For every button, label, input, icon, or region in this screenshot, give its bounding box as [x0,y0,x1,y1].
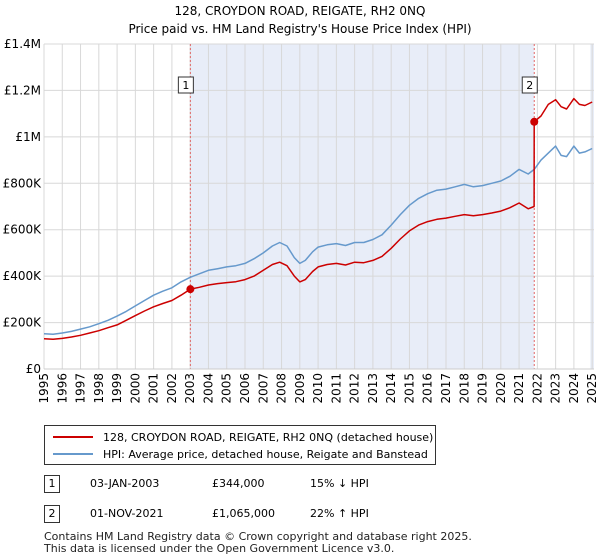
sale-label-number: 2 [526,79,533,92]
x-tick-label: 2021 [512,373,526,404]
x-tick-label: 2004 [201,373,215,404]
sale-price: £344,000 [212,477,265,490]
legend-item-property: 128, CROYDON ROAD, REIGATE, RH2 0NQ (det… [53,429,433,445]
legend-item-hpi: HPI: Average price, detached house, Reig… [53,446,428,462]
shaded-period [190,44,535,369]
x-tick-label: 2013 [366,373,380,404]
x-tick-label: 2001 [147,373,161,404]
x-tick-label: 2008 [275,373,289,404]
x-tick-label: 2003 [183,373,197,404]
y-tick-label: £1M [15,130,41,144]
sale-hpi-diff: 15% ↓ HPI [310,477,369,490]
chart-subtitle: Price paid vs. HM Land Registry's House … [128,22,471,36]
y-tick-label: £1.2M [4,83,41,97]
legend: 128, CROYDON ROAD, REIGATE, RH2 0NQ (det… [44,425,436,465]
legend-swatch-hpi [53,453,93,455]
footer-licence: This data is licensed under the Open Gov… [44,542,395,555]
y-tick-label: £400K [3,269,43,283]
x-tick-label: 2023 [549,373,563,404]
x-tick-label: 1996 [55,373,69,404]
x-tick-label: 2000 [128,373,142,404]
sale-label-box [177,76,194,94]
sale-date: 01-NOV-2021 [90,507,164,520]
sale-label-box [521,76,538,94]
x-tick-label: 2002 [165,373,179,404]
y-tick-label: £0 [26,362,41,376]
sale-price: £1,065,000 [212,507,275,520]
sale-hpi-diff: 22% ↑ HPI [310,507,369,520]
x-tick-label: 1997 [74,373,88,404]
sale-date: 03-JAN-2003 [90,477,160,490]
footer: Contains HM Land Registry data © Crown c… [44,531,472,555]
x-tick-label: 1995 [37,373,51,404]
x-tick-label: 2020 [494,373,508,404]
sale-number-badge: 2 [44,505,60,523]
x-tick-label: 2005 [220,373,234,404]
sale-point [186,285,195,294]
y-tick-label: £600K [3,223,43,237]
chart-title: 128, CROYDON ROAD, REIGATE, RH2 0NQ [175,4,426,18]
x-tick-label: 2011 [329,373,343,404]
x-tick-label: 2009 [293,373,307,404]
x-tick-label: 2025 [585,373,599,404]
x-tick-label: 2016 [421,373,435,404]
legend-label-property: 128, CROYDON ROAD, REIGATE, RH2 0NQ (det… [103,430,434,444]
x-tick-label: 2017 [439,373,453,404]
y-tick-label: £800K [3,176,43,190]
price-chart: 128, CROYDON ROAD, REIGATE, RH2 0NQ Pric… [3,4,600,404]
legend-label-hpi: HPI: Average price, detached house, Reig… [103,447,428,461]
x-tick-label: 2007 [256,373,270,404]
sale-point [530,117,539,126]
x-tick-label: 2015 [402,373,416,404]
y-tick-label: £200K [3,316,43,330]
series-line-hpi [43,145,593,335]
x-tick-label: 2024 [567,373,581,404]
sale-number-badge: 1 [44,475,60,493]
x-tick-label: 2006 [238,373,252,404]
series-line-property [43,97,593,341]
x-tick-label: 2019 [476,373,490,404]
x-tick-label: 1999 [110,373,124,404]
y-tick-label: £1.4M [4,37,41,51]
footer-copyright: Contains HM Land Registry data © Crown c… [44,530,472,543]
x-tick-label: 2018 [457,373,471,404]
sale-label-number: 1 [182,79,189,92]
x-tick-label: 2022 [530,373,544,404]
x-tick-label: 1998 [92,373,106,404]
sale-row: 1 03-JAN-2003 £344,000 15% ↓ HPI [44,475,564,493]
legend-swatch-property [53,436,93,438]
x-tick-label: 2010 [311,373,325,404]
x-tick-label: 2012 [348,373,362,404]
x-tick-label: 2014 [384,373,398,404]
sale-row: 2 01-NOV-2021 £1,065,000 22% ↑ HPI [44,505,564,523]
